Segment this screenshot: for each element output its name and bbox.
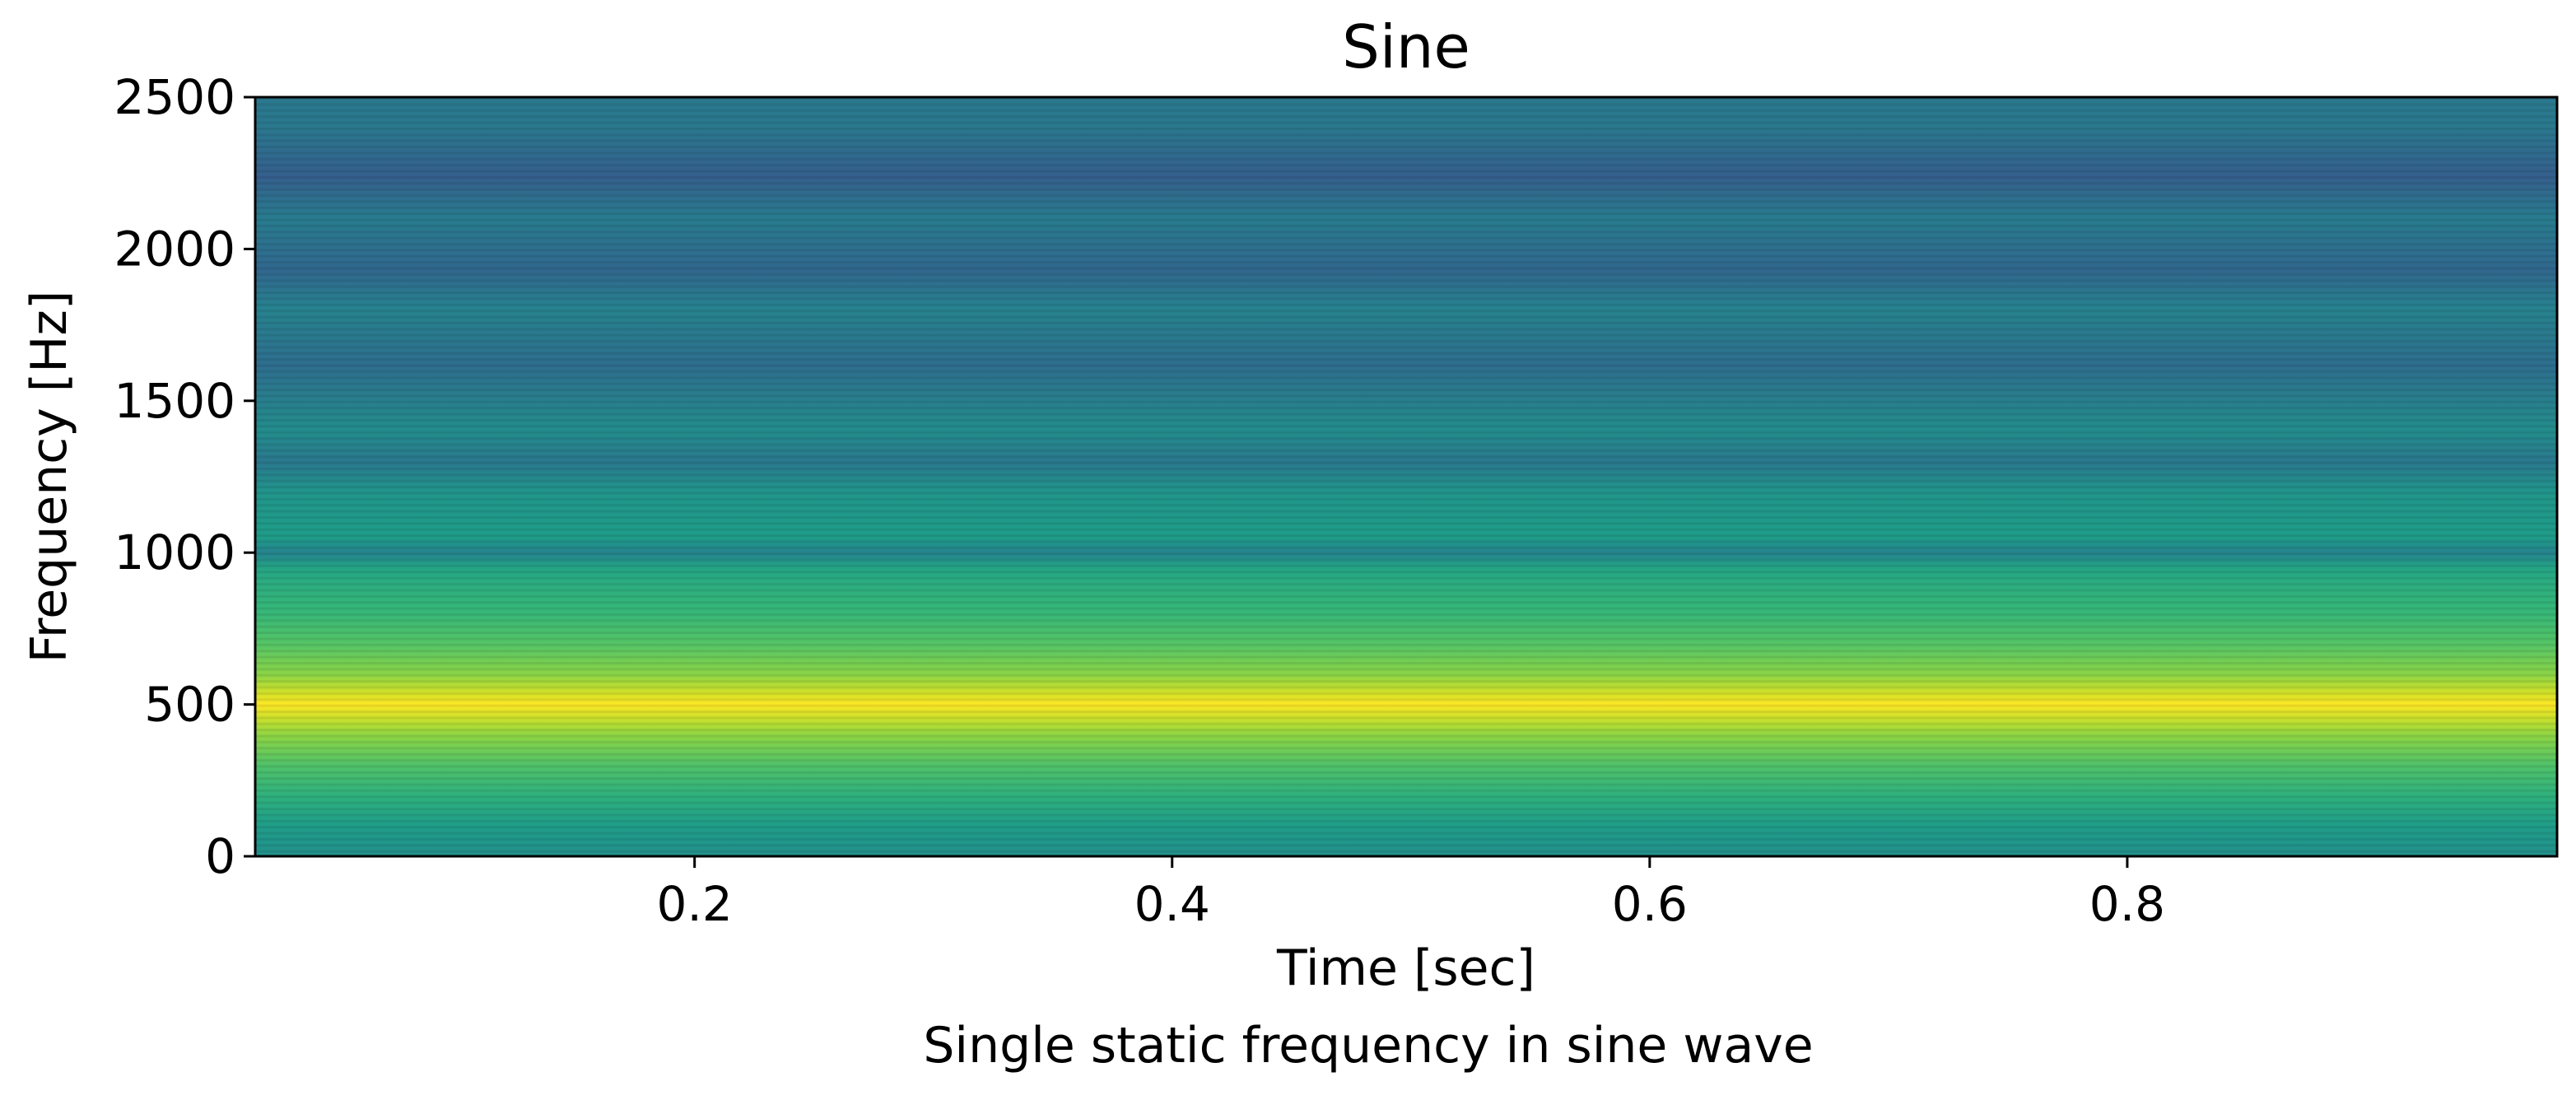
frequency-bin-lines <box>255 97 2557 856</box>
plot-frame <box>254 96 2559 858</box>
y-tick-label: 1000 <box>114 524 235 580</box>
y-tick-label: 1500 <box>114 373 235 429</box>
x-axis-label: Time [sec] <box>1276 939 1535 997</box>
y-tick-label: 2000 <box>114 221 235 277</box>
y-axis-label: Frequency [Hz] <box>21 291 78 663</box>
x-tick-label: 0.8 <box>2089 876 2165 932</box>
x-axis-ticks: 0.2 0.4 0.6 0.8 <box>657 856 2165 932</box>
x-tick-label: 0.6 <box>1612 876 1688 932</box>
x-tick-label: 0.2 <box>657 876 733 932</box>
y-tick-label: 500 <box>144 677 235 733</box>
y-axis-ticks: 0 500 1000 1500 2000 2500 <box>114 69 255 884</box>
y-tick-label: 0 <box>205 828 235 884</box>
y-tick-label: 2500 <box>114 69 235 125</box>
chart-title: Sine <box>1342 12 1470 82</box>
chart-caption: Single static frequency in sine wave <box>923 1017 1813 1074</box>
x-tick-label: 0.4 <box>1134 876 1210 932</box>
